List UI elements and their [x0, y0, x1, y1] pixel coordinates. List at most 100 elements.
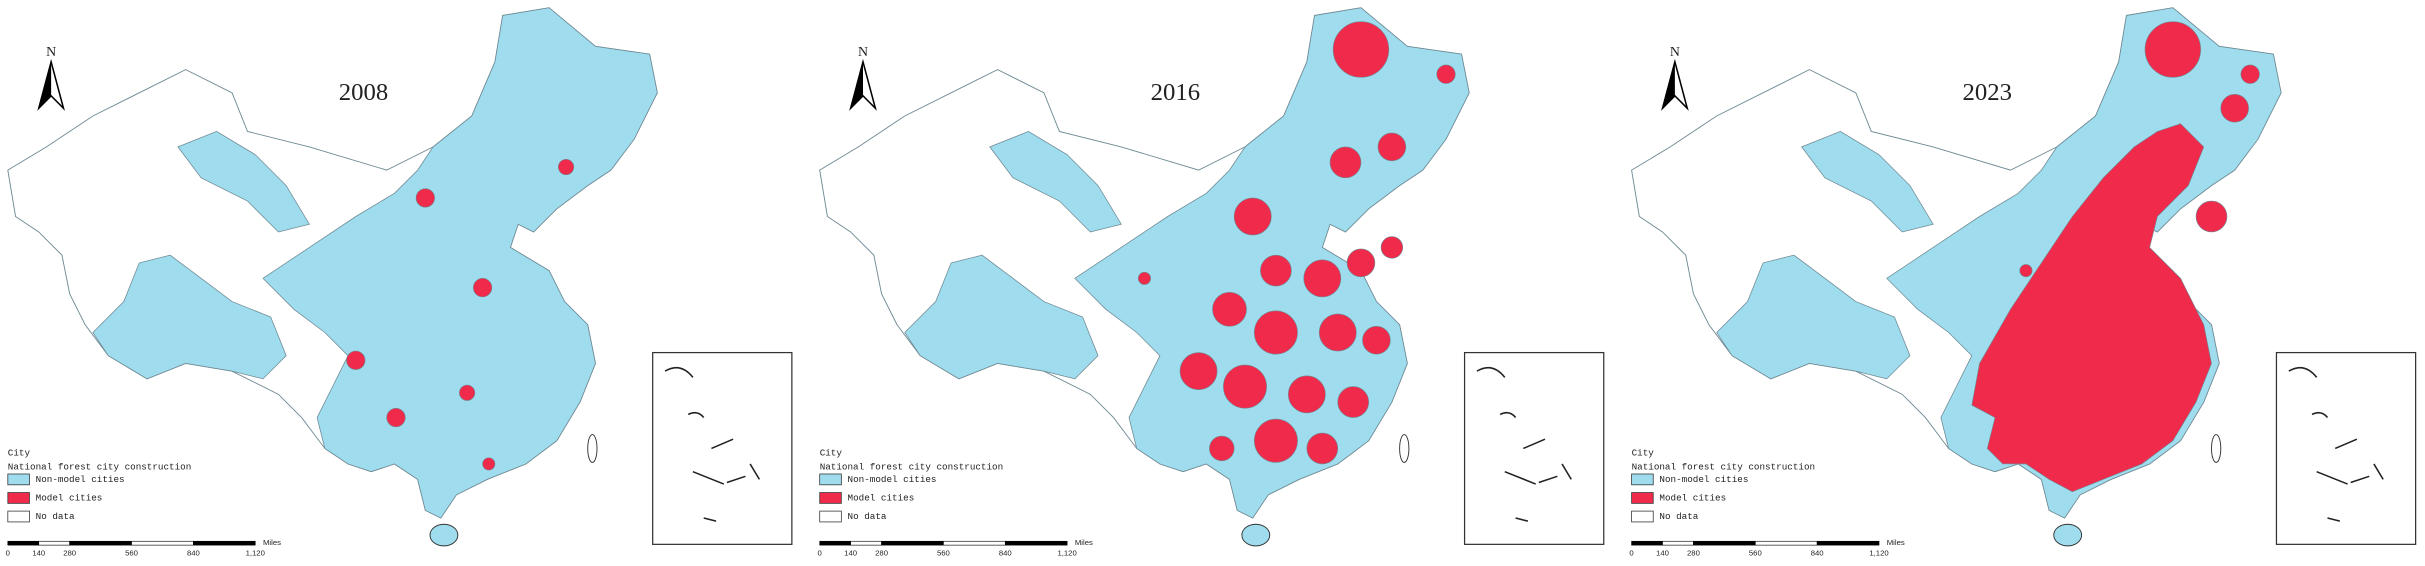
inset-frame: [2275, 351, 2417, 545]
legend-label: Non-model cities: [1659, 474, 1748, 485]
legend-swatch: [1631, 510, 1654, 523]
scale-segment: [850, 540, 882, 546]
region-model: [1233, 197, 1272, 236]
scale-label: 560: [1749, 549, 1762, 558]
scale-label: 0: [818, 549, 822, 558]
region-model: [1253, 310, 1298, 355]
year-title: 2008: [339, 79, 388, 106]
region-non-model: [989, 131, 1122, 233]
legend-subtitle: National forest city construction: [8, 461, 192, 472]
scale-segment: [7, 540, 40, 546]
scale-label: 1,120: [246, 549, 265, 558]
legend-subtitle: National forest city construction: [820, 461, 1003, 472]
region-non-model: [262, 7, 658, 519]
legend-label: No data: [1659, 511, 1698, 522]
region-model: [1306, 432, 1339, 465]
island-taiwan: [587, 434, 598, 463]
region-model: [1337, 386, 1370, 418]
north-arrow-half: [1662, 61, 1675, 109]
inset-islands: [1476, 366, 1572, 522]
legend-swatch: [819, 492, 842, 504]
region-model: [482, 457, 496, 471]
scale-label: 0: [6, 549, 10, 558]
legend-swatch: [819, 510, 842, 523]
region-non-model: [92, 254, 287, 380]
scale-segment: [943, 540, 1006, 546]
year-title: 2016: [1151, 79, 1200, 106]
island-taiwan: [1399, 434, 1410, 463]
region-model: [1332, 21, 1390, 78]
scale-label: 280: [1687, 549, 1700, 558]
legend-swatch: [7, 473, 30, 486]
scale-segment: [1004, 540, 1068, 546]
scale-segment: [131, 540, 194, 546]
scale-label: 840: [187, 549, 200, 558]
north-label: N: [1670, 45, 1680, 60]
scale-label: 1,120: [1057, 549, 1076, 558]
region-model: [1318, 313, 1357, 352]
region-model: [1971, 123, 2212, 493]
region-non-model: [177, 131, 310, 233]
region-model: [472, 278, 493, 298]
region-non-model: [1716, 254, 1911, 380]
scale-label: 560: [125, 549, 138, 558]
island-taiwan: [2211, 434, 2222, 463]
north-label: N: [858, 45, 868, 60]
scale-label: 280: [63, 549, 76, 558]
region-model: [558, 158, 575, 176]
legend-label: Non-model cities: [848, 474, 937, 485]
scale-segment: [1693, 540, 1756, 546]
map-panel: N 2016 City National forest city constructi…: [818, 7, 1605, 558]
scale-label: 840: [999, 549, 1012, 558]
region-model: [1137, 271, 1151, 285]
scale-label: 280: [875, 549, 888, 558]
scale-segment: [1662, 540, 1694, 546]
region-model: [386, 407, 406, 428]
scale-label: 0: [1629, 549, 1633, 558]
legend-swatch: [1631, 473, 1654, 486]
island-hainan: [1241, 523, 1271, 547]
scale-segment: [1816, 540, 1880, 546]
region-model: [1436, 64, 1456, 84]
legend-label: No data: [848, 511, 887, 522]
legend-label: Model cities: [1659, 492, 1726, 503]
scale-segment: [819, 540, 851, 546]
region-non-model: [1801, 131, 1934, 233]
region-model: [1362, 325, 1391, 355]
region-model: [2144, 21, 2201, 78]
region-model: [459, 384, 476, 401]
legend-subtitle: National forest city construction: [1632, 461, 1816, 472]
legend-swatch: [7, 510, 30, 523]
region-model: [1346, 248, 1376, 278]
scale-label: 140: [1656, 549, 1669, 558]
legend-title: City: [8, 448, 31, 459]
inset-islands: [2288, 366, 2384, 522]
scale-segment: [1754, 540, 1818, 546]
legend-label: Model cities: [36, 492, 103, 503]
region-model: [2220, 94, 2249, 123]
legend-label: Model cities: [848, 492, 915, 503]
region-model: [346, 350, 366, 370]
legend-label: Non-model cities: [36, 474, 125, 485]
scale-unit: Miles: [1887, 538, 1905, 547]
inset-frame: [652, 351, 793, 545]
legend-title: City: [1632, 448, 1655, 459]
region-model: [1253, 418, 1298, 463]
north-label: N: [46, 45, 56, 60]
scale-label: 560: [937, 549, 950, 558]
region-model: [2195, 200, 2228, 233]
region-model: [1377, 132, 1407, 162]
island-hainan: [2053, 523, 2083, 547]
island-hainan: [429, 523, 459, 547]
scale-label: 140: [32, 549, 45, 558]
legend-label: No data: [36, 511, 75, 522]
map-panel: N 2008 City National forest city constructi…: [6, 7, 793, 558]
region-model: [1223, 364, 1267, 409]
inset-islands: [664, 366, 761, 522]
map-panel: N 2023 City National forest city constructi…: [1629, 7, 2417, 558]
region-model: [1212, 291, 1247, 327]
scale-segment: [193, 540, 256, 546]
region-model: [1329, 146, 1362, 179]
scale-label: 840: [1811, 549, 1824, 558]
